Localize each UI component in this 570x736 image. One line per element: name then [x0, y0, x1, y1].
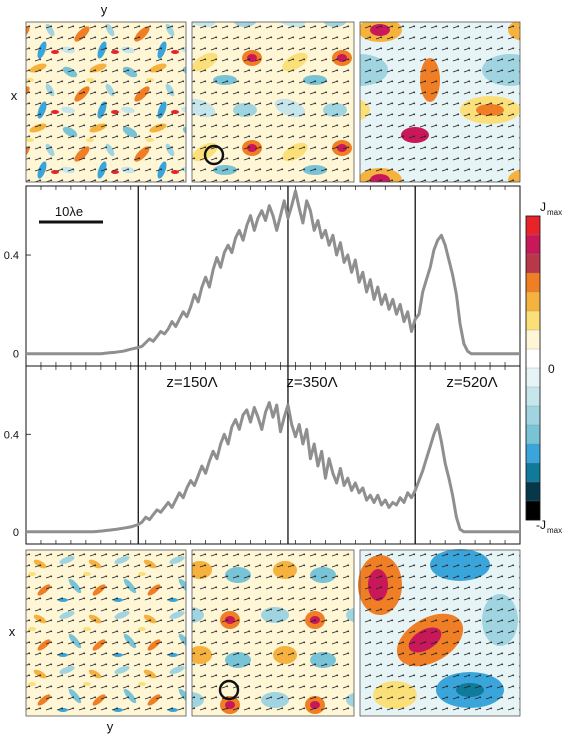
bottom-x-axis-label: x — [9, 624, 16, 639]
colorbar-swatch — [525, 405, 541, 426]
z-label-350: z=350Λ — [286, 374, 337, 391]
axis-ticks — [25, 186, 521, 544]
colorbar-swatch — [525, 215, 541, 236]
colorbar-swatch — [525, 291, 541, 312]
colorbar-min-label: -Jmax — [536, 518, 562, 535]
z-label-520: z=520Λ — [446, 374, 497, 391]
vertical-marker-lines — [137, 186, 416, 544]
bottom-series-line — [26, 401, 520, 534]
colorbar-zero-label: 0 — [548, 362, 555, 376]
top-ytick-label: 0.4 — [4, 250, 19, 262]
colorbar-swatch — [525, 424, 541, 445]
y-tick-labels: 0 0.4 0 0.4 — [4, 250, 19, 539]
top-series-line — [26, 189, 520, 356]
colorbar-max-label: Jmax — [540, 200, 562, 217]
colorbar-swatch — [525, 481, 541, 502]
bottom-plot-frame — [25, 365, 521, 545]
bottom-ytick-label: 0 — [13, 527, 19, 539]
z-label-150: z=150Λ — [166, 374, 217, 391]
colorbar-swatch — [525, 310, 541, 331]
colorbar-swatch — [525, 367, 541, 388]
scale-bar-label: 10λe — [55, 204, 83, 219]
data-curves — [26, 189, 520, 534]
top-y-axis-label: y — [101, 2, 108, 17]
colorbar-swatch — [525, 272, 541, 293]
bottom-y-axis-label: y — [107, 719, 114, 734]
colorbar-swatch — [525, 386, 541, 407]
top-ytick-label: 0 — [13, 349, 19, 361]
circle-marker-bottom — [218, 679, 240, 701]
z-marker-labels: z=150Λ z=350Λ z=520Λ — [166, 374, 497, 391]
plot-frames — [25, 185, 521, 545]
colorbar: Jmax 0 -Jmax — [525, 200, 562, 535]
colorbar-swatches — [525, 215, 541, 521]
top-field-maps: y x — [11, 2, 521, 183]
colorbar-swatch — [525, 462, 541, 483]
circle-marker-top — [203, 144, 225, 166]
scale-bar: 10λe — [39, 204, 103, 224]
colorbar-swatch — [525, 443, 541, 464]
bottom-field-maps: x y — [9, 549, 521, 734]
colorbar-swatch — [525, 253, 541, 274]
colorbar-swatch — [525, 348, 541, 369]
colorbar-swatch — [525, 234, 541, 255]
bottom-ytick-label: 0.4 — [4, 429, 19, 441]
top-x-axis-label: x — [11, 88, 18, 103]
colorbar-swatch — [525, 329, 541, 350]
